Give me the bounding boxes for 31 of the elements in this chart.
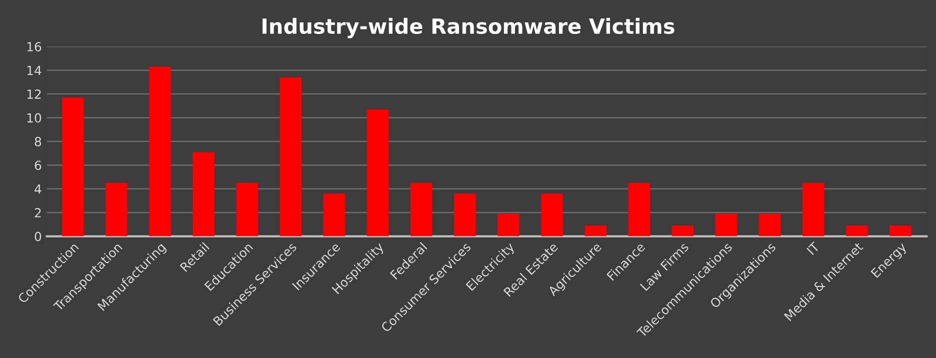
bar [802, 182, 824, 236]
bar [192, 152, 214, 236]
y-tick-label: 4 [34, 184, 42, 194]
bar [62, 98, 84, 236]
bar [280, 77, 302, 236]
bar [410, 182, 432, 236]
bar [628, 182, 650, 236]
bar [890, 226, 912, 236]
bar [498, 214, 520, 236]
bar [323, 194, 346, 236]
bar [236, 182, 258, 236]
y-tick-label: 10 [27, 113, 42, 123]
bar [149, 66, 171, 236]
y-tick-label: 2 [34, 208, 41, 218]
bar [846, 226, 868, 236]
x-tick-label: IT [806, 241, 820, 255]
bar [366, 109, 389, 236]
y-tick-label: 8 [34, 136, 42, 146]
chart-title: Industry-wide Ransomware Victims [262, 18, 674, 38]
y-tick-label: 12 [27, 89, 41, 99]
bar [454, 194, 476, 236]
bar [715, 214, 738, 236]
y-tick-label: 16 [27, 42, 42, 52]
bar [541, 194, 563, 236]
y-tick-label: 0 [34, 232, 42, 242]
y-tick-label: 6 [34, 160, 42, 170]
y-tick-label: 14 [27, 66, 42, 76]
bar [106, 182, 128, 236]
bar [584, 226, 606, 236]
bar [758, 214, 781, 236]
bar [672, 226, 694, 236]
